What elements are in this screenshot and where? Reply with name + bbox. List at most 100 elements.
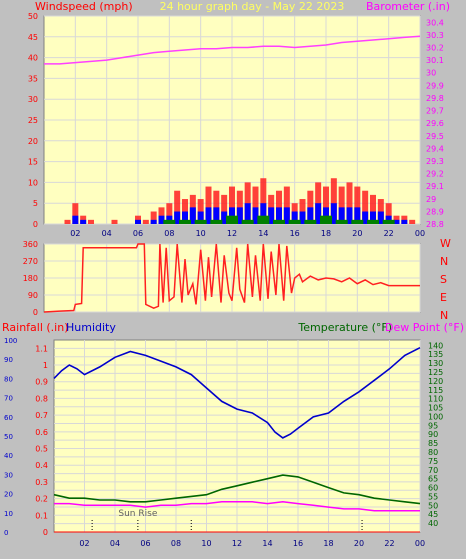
x-tick-label: 20	[352, 229, 362, 238]
wind-low-bar	[194, 219, 207, 224]
x-tick-label: 16	[293, 539, 303, 548]
windspeed-tick-label: 25	[28, 116, 38, 125]
compass-label: N	[440, 309, 448, 322]
wind-low-bar	[320, 215, 332, 224]
wind-gust-bar	[323, 186, 329, 224]
wind-speed-bar	[150, 219, 157, 224]
windspeed-tick-label: 35	[28, 74, 38, 83]
x-tick-label: 14	[262, 539, 272, 548]
wind-low-bar	[288, 219, 301, 224]
x-tick-label: 06	[133, 229, 143, 238]
temperature-tick-label: 95	[428, 421, 438, 430]
windspeed-tick-label: 0	[33, 220, 38, 229]
wind-gust-bar	[221, 194, 228, 224]
humidity-tick-label: 70	[4, 395, 13, 403]
wind-gust-bar	[111, 219, 118, 224]
wind-speed-bar	[213, 207, 220, 224]
barometer-tick-label: 29.7	[426, 107, 444, 116]
wind-low-bar	[335, 219, 348, 224]
wind-gust-bar	[205, 186, 212, 224]
barometer-axis-title: Barometer (.in)	[366, 0, 450, 13]
wind-speed-bar	[72, 215, 79, 224]
windspeed-tick-label: 50	[28, 12, 38, 21]
barometer-tick-label: 29.9	[426, 81, 444, 90]
wind-speed-bar	[260, 203, 267, 224]
wind-gust-bar	[142, 219, 149, 224]
barometer-tick-label: 30.1	[426, 56, 444, 65]
compass-label: W	[440, 237, 451, 250]
wind-speed-bar	[401, 219, 408, 224]
windspeed-tick-label: 10	[28, 178, 38, 187]
wind-low-bar	[351, 219, 364, 224]
temperature-tick-label: 45	[428, 510, 438, 519]
wind-gust-bar	[88, 219, 94, 224]
wind-low-bar	[382, 219, 395, 224]
dew-point-axis-title: Dew Point (°F)	[385, 321, 464, 334]
x-tick-label: 02	[79, 539, 89, 548]
temperature-tick-label: 140	[428, 341, 443, 350]
windspeed-tick-label: 45	[28, 33, 38, 42]
x-tick-label: 12	[227, 229, 237, 238]
temperature-tick-label: 115	[428, 386, 443, 395]
compass-label: S	[440, 273, 447, 286]
barometer-tick-label: 29.1	[426, 182, 444, 191]
wind-low-bar	[367, 219, 379, 224]
wind-gust-bar	[338, 186, 345, 224]
wind-speed-bar	[299, 211, 306, 224]
wind-speed-bar	[291, 211, 298, 224]
direction-tick-label: 360	[23, 240, 38, 249]
wind-speed-bar	[362, 211, 369, 224]
wind-speed-bar	[221, 211, 228, 224]
barometer-tick-label: 28.8	[426, 220, 444, 229]
humidity-tick-label: 10	[4, 510, 13, 518]
barometer-tick-label: 30.2	[426, 44, 444, 53]
wind-speed-bar	[283, 207, 290, 224]
humidity-tick-label: 0	[4, 529, 8, 537]
humidity-tick-label: 80	[4, 375, 13, 383]
wind-gust-bar	[260, 178, 267, 224]
x-tick-label: 08	[164, 229, 174, 238]
wind-speed-bar	[135, 219, 141, 224]
humidity-temp-plot: Sun Rise	[53, 346, 421, 533]
wind-gust-bar	[409, 219, 416, 224]
barometer-tick-label: 29.2	[426, 170, 444, 179]
direction-tick-label: 0	[33, 308, 38, 317]
wind-speed-bar	[307, 207, 314, 224]
temperature-tick-label: 70	[428, 466, 438, 475]
x-tick-label: 10	[201, 539, 211, 548]
rainfall-tick-label: 0	[43, 528, 48, 537]
wind-gust-bar	[385, 203, 392, 224]
wind-speed-bar	[174, 211, 181, 224]
wind-speed-bar	[338, 207, 345, 224]
wind-speed-bar	[393, 219, 400, 224]
temperature-tick-label: 60	[428, 484, 438, 493]
wind-speed-bar	[80, 219, 87, 224]
wind-speed-bar	[370, 211, 376, 224]
barometer-tick-label: 28.9	[426, 207, 444, 216]
humidity-tick-label: 90	[4, 356, 13, 364]
x-tick-label: 10	[196, 229, 206, 238]
barometer-tick-label: 30	[426, 69, 436, 78]
wind-speed-bar	[354, 207, 361, 224]
wind-speed-bar	[189, 207, 196, 224]
wind-low-bar	[163, 219, 176, 224]
wind-speed-bar	[182, 211, 188, 224]
rainfall-tick-label: 0.7	[35, 411, 48, 420]
x-tick-label: 04	[102, 229, 112, 238]
windspeed-tick-label: 20	[28, 137, 38, 146]
humidity-tick-label: 20	[4, 491, 13, 499]
temperature-tick-label: 55	[428, 492, 438, 501]
x-tick-label: 22	[384, 229, 394, 238]
humidity-axis-title: Humidity	[66, 321, 116, 334]
x-tick-label: 08	[171, 539, 181, 548]
wind-speed-bar	[377, 211, 384, 224]
rainfall-tick-label: 0.1	[35, 511, 48, 520]
grid-humidity	[54, 340, 421, 533]
windspeed-axis-title: Windspeed (mph)	[35, 0, 133, 13]
sun-rise-annotation: Sun Rise	[118, 509, 157, 519]
x-tick-label: 06	[140, 539, 150, 548]
humidity-tick-label: 40	[4, 452, 13, 460]
wind-gust-bar	[370, 194, 376, 224]
wind-speed-bar	[330, 203, 337, 224]
